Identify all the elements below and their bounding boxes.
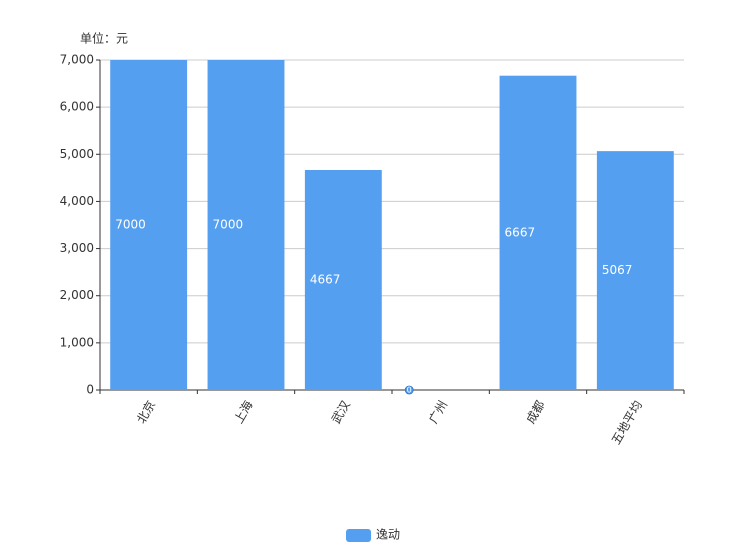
- bar: [304, 169, 382, 390]
- x-tick-label: 广州: [426, 398, 450, 426]
- legend-swatch: [346, 529, 371, 542]
- x-tick-label: 上海: [231, 398, 256, 426]
- y-tick-label: 0: [86, 383, 94, 397]
- bar: [499, 75, 577, 390]
- data-label: 5067: [602, 263, 633, 277]
- legend-label: 逸动: [376, 528, 400, 542]
- y-tick-label: 3,000: [60, 241, 94, 255]
- data-label-badge: [404, 385, 414, 395]
- y-tick-label: 4,000: [60, 194, 94, 208]
- data-label: 6667: [505, 225, 536, 239]
- data-label: 0: [407, 386, 412, 395]
- x-tick-label: 武汉: [329, 398, 353, 426]
- y-tick-label: 6,000: [60, 100, 94, 114]
- y-tick-label: 2,000: [60, 288, 94, 302]
- y-tick-label: 5,000: [60, 147, 94, 161]
- y-tick-label: 1,000: [60, 335, 94, 349]
- data-label: 7000: [115, 218, 146, 232]
- x-tick-label: 北京: [134, 398, 158, 426]
- bar: [596, 151, 674, 390]
- x-tick-label: 五地平均: [609, 398, 645, 447]
- y-axis-unit: 单位：元: [80, 31, 128, 46]
- x-tick-label: 成都: [523, 398, 547, 426]
- data-label: 4667: [310, 272, 341, 286]
- y-tick-label: 7,000: [60, 53, 94, 67]
- bar: [207, 60, 285, 390]
- data-label: 7000: [213, 218, 244, 232]
- bar: [110, 60, 188, 390]
